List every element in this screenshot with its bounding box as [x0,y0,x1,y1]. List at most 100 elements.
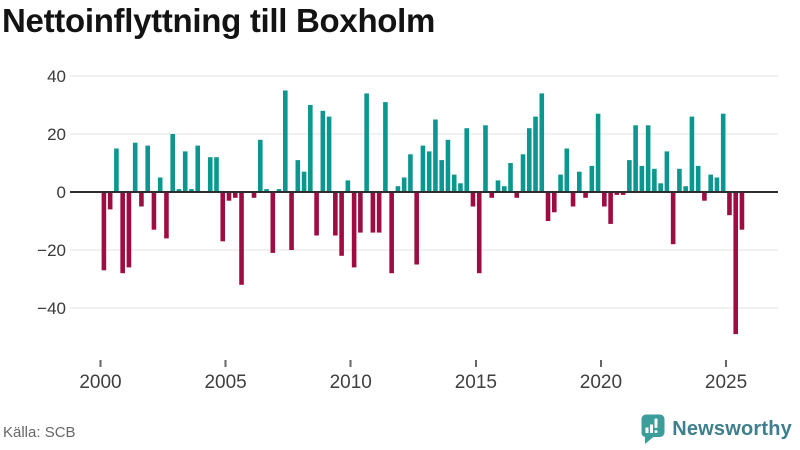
bar-2015-q2 [483,125,488,192]
bar-2013-q1 [426,151,432,192]
bar-2006-q3 [264,189,269,192]
bar-2020-q2 [608,192,613,224]
y-axis-label-20: 20 [47,125,66,144]
x-axis-label-2025: 2025 [705,372,747,393]
bar-2004-q2 [207,157,213,192]
bar-2000-q2 [107,192,113,210]
bar-2012-q3 [414,192,419,265]
bar-2010-q3 [364,93,369,192]
bar-2006-q4 [270,192,276,253]
newsworthy-logo: Newsworthy [641,414,792,445]
bar-2001-q1 [126,192,132,268]
bar-2020-q1 [602,192,607,207]
bar-2012-q4 [420,145,426,192]
bar-2017-q2 [533,116,538,192]
bar-2001-q3 [139,192,144,207]
bar-2019-q2 [583,192,588,198]
bar-2011-q4 [395,186,401,192]
bar-2023-q4 [695,165,701,192]
bar-2016-q4 [520,154,526,192]
bar-2017-q1 [526,128,532,192]
bar-2002-q2 [157,177,163,192]
bar-2018-q3 [564,148,570,192]
bar-2024-q2 [708,174,713,192]
bar-2018-q2 [558,174,563,192]
x-axis-label-2005: 2005 [204,372,246,393]
bar-2008-q1 [301,171,307,192]
bar-2016-q2 [508,163,513,192]
bar-2018-q1 [552,192,557,213]
bar-2025-q3 [739,192,745,230]
bar-2016-q1 [501,186,507,192]
bar-2024-q3 [714,177,720,192]
bar-2009-q4 [345,180,351,192]
bar-2002-q4 [170,134,176,192]
y-axis-label-40: 40 [47,67,66,86]
bar-2014-q2 [458,183,463,192]
bar-2012-q1 [401,177,407,192]
y-axis-label--40: −40 [37,299,66,318]
bar-2015-q4 [495,180,501,192]
bar-2003-q1 [176,189,182,192]
bar-2021-q3 [639,165,645,192]
bar-2020-q4 [620,192,626,195]
x-axis-label-2020: 2020 [580,372,622,393]
bar-2022-q3 [664,151,670,192]
bar-2014-q1 [451,174,457,192]
bar-2007-q4 [295,160,301,192]
bar-2002-q3 [164,192,169,239]
bar-2011-q1 [376,192,382,233]
bar-2025-q2 [733,192,739,335]
bar-2021-q2 [633,125,638,192]
bar-2005-q1 [226,192,232,201]
bar-2005-q2 [232,192,238,198]
bar-2010-q1 [351,192,357,268]
bar-2010-q2 [358,192,363,233]
bar-2008-q3 [314,192,319,236]
bar-2013-q2 [433,119,438,192]
bar-2006-q2 [257,139,263,192]
x-axis-label-2000: 2000 [79,372,121,393]
bar-2000-q1 [101,192,107,271]
newsworthy-logo-icon [641,414,665,444]
bar-2021-q4 [645,125,651,192]
bar-2012-q2 [408,154,413,192]
bar-2019-q1 [577,171,582,192]
bar-2011-q2 [383,102,388,192]
bar-2006-q1 [251,192,257,198]
bar-2003-q2 [182,151,188,192]
bar-2021-q1 [627,160,632,192]
bar-2014-q4 [470,192,476,207]
bar-2009-q3 [339,192,344,256]
bar-2022-q2 [658,183,663,192]
bar-2008-q4 [320,110,326,192]
source-label: Källa: SCB [3,424,76,441]
bar-2019-q3 [589,165,595,192]
bar-2023-q2 [683,186,688,192]
bar-2003-q3 [189,189,194,192]
bar-2007-q1 [276,189,282,192]
bar-2009-q2 [333,192,338,236]
bar-2015-q3 [489,192,495,198]
bar-2023-q3 [689,116,695,192]
x-axis-label-2015: 2015 [455,372,497,393]
bar-2020-q3 [614,192,620,195]
y-axis-label-0: 0 [57,183,66,202]
bar-2000-q3 [114,148,119,192]
bar-2024-q4 [720,113,726,192]
bar-2019-q4 [595,113,601,192]
bar-2022-q4 [670,192,676,245]
newsworthy-logo-text: Newsworthy [672,418,792,440]
bar-2007-q3 [289,192,294,250]
x-axis-label-2010: 2010 [330,372,372,393]
bar-2017-q3 [539,93,545,192]
bar-2018-q4 [570,192,576,207]
bar-2009-q1 [326,116,332,192]
bar-2005-q3 [239,192,244,285]
bar-2015-q1 [476,192,482,274]
bar-2008-q2 [308,105,313,192]
bar-2013-q4 [445,139,451,192]
bar-2004-q3 [214,157,219,192]
bar-2023-q1 [677,168,682,192]
bar-2001-q4 [145,145,150,192]
